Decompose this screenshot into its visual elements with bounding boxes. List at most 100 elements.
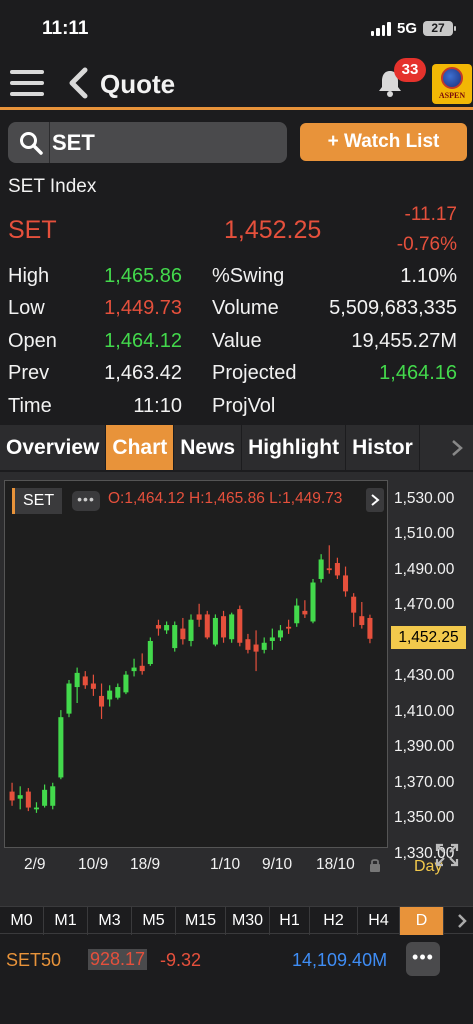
candle-body (139, 665, 145, 672)
candle-body (351, 596, 357, 613)
y-tick: 1,530.00 (394, 490, 455, 507)
tab-overview[interactable]: Overview (0, 425, 107, 470)
y-tick: 1,370.00 (394, 774, 455, 791)
fullscreen-icon[interactable] (434, 842, 460, 868)
period-d[interactable]: D (400, 907, 444, 935)
ohlc-readout: O:1,464.12 H:1,465.86 L:1,449.73 (108, 490, 343, 507)
candle-body (164, 625, 170, 631)
candle-body (50, 786, 56, 806)
tab-history[interactable]: Histor (346, 425, 420, 470)
y-tick: 1,390.00 (394, 738, 455, 755)
volume-value: 5,509,683,335 (329, 297, 457, 319)
period-m0[interactable]: M0 (0, 907, 44, 935)
value-label: Value (212, 330, 262, 352)
swing-label: %Swing (212, 265, 285, 287)
period-m5[interactable]: M5 (132, 907, 176, 935)
price-change-percent: -0.76% (396, 234, 457, 255)
more-icon[interactable]: ••• (406, 942, 440, 976)
quote-symbol: SET (8, 216, 57, 244)
candle-body (90, 683, 96, 689)
candle-body (212, 617, 218, 645)
candle-body (172, 625, 178, 649)
chevron-right-icon[interactable] (451, 907, 473, 935)
menu-icon[interactable] (10, 70, 44, 96)
candle-body (99, 695, 105, 707)
prev-value: 1,463.42 (104, 362, 182, 384)
ohlc-expand-button[interactable] (366, 488, 384, 512)
y-tick: 1,350.00 (394, 809, 455, 826)
period-m1[interactable]: M1 (44, 907, 88, 935)
y-tick: 1,430.00 (394, 667, 455, 684)
candle-body (294, 605, 300, 624)
candle-body (25, 791, 31, 808)
period-h2[interactable]: H2 (310, 907, 358, 935)
candle-body (180, 628, 186, 640)
x-tick: 1/10 (210, 856, 241, 873)
chart-symbol-pill[interactable]: SET (12, 488, 63, 514)
last-price: 1,452.25 (224, 216, 322, 244)
chart-more-icon[interactable]: ••• (72, 491, 100, 511)
prev-label: Prev (8, 362, 50, 384)
candle-body (302, 610, 308, 615)
search-bar[interactable] (8, 122, 287, 163)
candle-body (58, 717, 64, 778)
candle-body (17, 795, 23, 799)
y-tick: 1,330.00 (394, 845, 455, 862)
open-value: 1,464.12 (104, 330, 182, 352)
x-tick: 10/9 (78, 856, 109, 873)
search-input[interactable] (52, 122, 282, 163)
period-h4[interactable]: H4 (358, 907, 400, 935)
time-value: 11:10 (133, 395, 182, 417)
lock-icon[interactable] (368, 857, 382, 873)
candle-body (277, 630, 283, 638)
search-divider (49, 122, 50, 163)
period-m30[interactable]: M30 (226, 907, 270, 935)
candle-body (66, 683, 72, 714)
chart-plot[interactable] (4, 480, 388, 848)
candle-body (318, 559, 324, 579)
ticker-bar[interactable]: SET50 928.17 -9.32 14,109.40M ••• (0, 940, 473, 984)
last-price-marker: 1,452.25 (391, 626, 466, 649)
candle-body (253, 644, 259, 652)
candle-body (42, 789, 48, 806)
period-m3[interactable]: M3 (88, 907, 132, 935)
open-label: Open (8, 330, 57, 352)
aspen-logo[interactable]: ASPEN (432, 64, 472, 104)
ticker-price: 928.17 (88, 949, 148, 970)
high-label: High (8, 265, 50, 287)
tabs-scroll-right[interactable] (443, 425, 473, 470)
status-bar: 11:11 5G 27 (0, 0, 473, 58)
candle-body (229, 614, 235, 640)
x-tick: 18/10 (316, 856, 355, 873)
candle-body (221, 616, 227, 638)
timeframe-label: Day (414, 858, 443, 875)
candle-body (115, 687, 121, 698)
period-h1[interactable]: H1 (270, 907, 310, 935)
ticker-value: 14,109.40M (292, 950, 388, 970)
search-icon (20, 132, 43, 155)
index-name: SET Index (8, 176, 97, 197)
tab-highlight[interactable]: Highlight (242, 425, 347, 470)
projected-value: 1,464.16 (379, 362, 457, 384)
candle-body (237, 609, 243, 643)
candlestick-chart[interactable] (0, 472, 473, 906)
candle-body (310, 582, 316, 622)
tab-news[interactable]: News (174, 425, 243, 470)
y-tick: 1,470.00 (394, 596, 455, 613)
candle-body (269, 637, 275, 641)
period-m15[interactable]: M15 (176, 907, 226, 935)
page-title: Quote (100, 69, 176, 99)
x-tick: 18/9 (130, 856, 161, 873)
candle-body (9, 791, 15, 801)
low-value: 1,449.73 (104, 297, 182, 319)
time-label: Time (8, 395, 52, 417)
high-value: 1,465.86 (104, 265, 182, 287)
candle-body (334, 563, 340, 576)
candle-body (196, 614, 202, 620)
app-header: Quote 33 ASPEN (0, 58, 473, 110)
notification-badge: 33 (394, 58, 426, 82)
tab-bar: Overview Chart News Highlight Histor (0, 425, 473, 470)
watch-list-button[interactable]: + Watch List (300, 123, 467, 161)
back-icon[interactable] (66, 66, 90, 100)
tab-chart[interactable]: Chart (106, 425, 175, 470)
